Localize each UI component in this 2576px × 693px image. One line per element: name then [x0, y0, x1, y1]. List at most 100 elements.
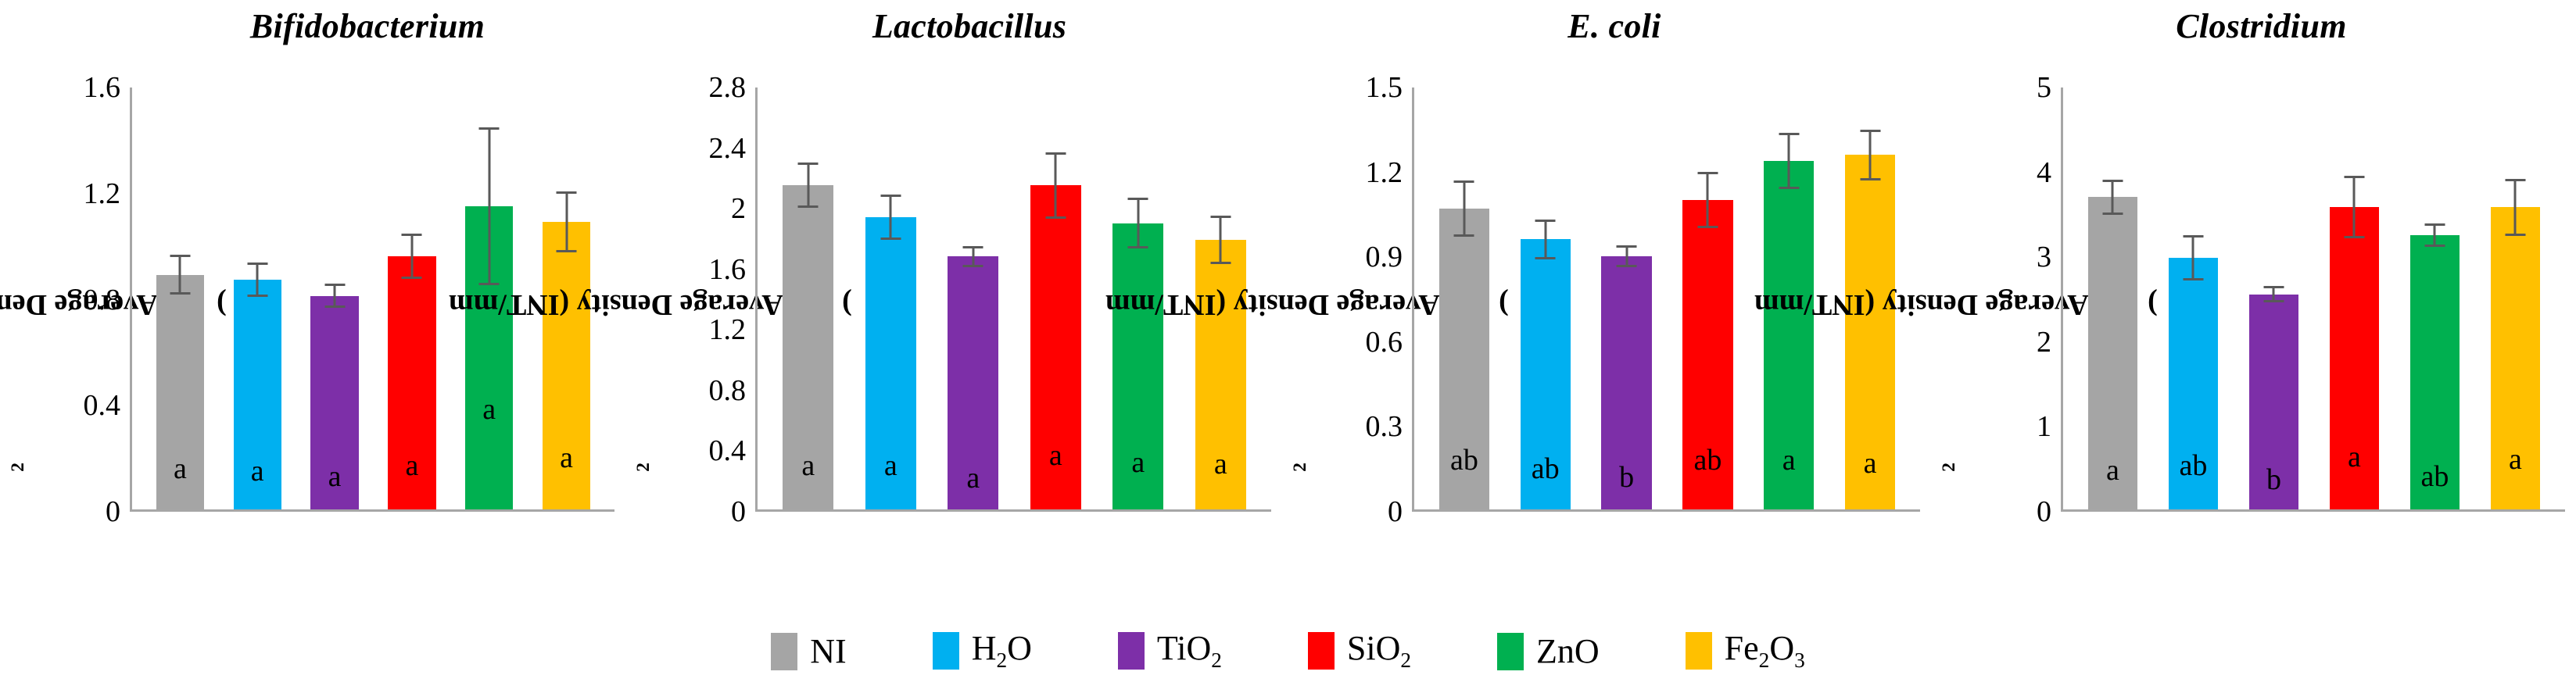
- significance-label: b: [2266, 463, 2281, 497]
- bar-ni[interactable]: a: [156, 255, 205, 509]
- y-axis-ticks: 0 1 2 3 4 5: [1976, 73, 2061, 527]
- error-bar: [565, 191, 568, 252]
- bar-ni[interactable]: ab: [1438, 180, 1490, 509]
- legend-item-h2o[interactable]: H2O: [932, 630, 1032, 671]
- legend-label-ni: NI: [810, 631, 847, 670]
- bar-tio2[interactable]: a: [310, 284, 359, 509]
- significance-label: ab: [1449, 444, 1478, 477]
- bar-sio2[interactable]: a: [1030, 152, 1081, 509]
- significance-label: a: [1213, 448, 1227, 481]
- bar-h2o[interactable]: ab: [1520, 220, 1571, 509]
- bar-column: a: [1015, 88, 1098, 509]
- bar-column: a: [450, 88, 528, 509]
- bar-ni[interactable]: a: [783, 163, 834, 509]
- significance-label: a: [173, 452, 187, 485]
- bar-column: a: [767, 88, 850, 509]
- legend-swatch-zno: [1497, 632, 1524, 670]
- y-axis-tick-label: 1.6: [83, 71, 121, 104]
- bar-h2o[interactable]: a: [865, 194, 916, 509]
- legend-swatch-ni: [771, 632, 798, 670]
- chart-panel-e-coli: E. coli Average Density (INT/mm 2) 0 0.3 0.6 0…: [1105, 0, 1931, 609]
- bar-column: ab: [2153, 88, 2234, 509]
- legend-item-tio2[interactable]: TiO2: [1117, 628, 1222, 672]
- plot-area-wrapper: 0 0.3 0.6 0.9 1.2 1.5 ab ab b ab a a: [1327, 73, 1923, 527]
- error-bar: [1706, 172, 1709, 228]
- legend-item-zno[interactable]: ZnO: [1497, 632, 1600, 670]
- bar-column: a: [1180, 88, 1263, 509]
- bar-column: a: [2475, 88, 2556, 509]
- panel-title: E. coli: [1567, 7, 1661, 45]
- error-bar: [2272, 285, 2275, 303]
- error-bar: [2111, 179, 2114, 216]
- bar-tio2[interactable]: b: [1601, 245, 1652, 509]
- plot-area-wrapper: 0 0.4 0.8 1.2 1.6 2 2.4 2.8 a a a a a a: [671, 73, 1274, 527]
- legend: NI H2O TiO2 SiO2 ZnO Fe2O3: [0, 609, 2576, 693]
- y-axis-tick-label: 2: [2037, 325, 2051, 359]
- legend-label-tio2: TiO2: [1156, 628, 1222, 672]
- error-bar: [2513, 178, 2517, 237]
- bar-zno[interactable]: a: [1112, 197, 1164, 509]
- significance-label: ab: [2420, 459, 2449, 493]
- bar-zno[interactable]: ab: [2409, 223, 2460, 509]
- error-bar: [2352, 176, 2356, 239]
- bar-column: b: [2234, 88, 2314, 509]
- legend-item-fe2o3[interactable]: Fe2O3: [1685, 630, 1805, 671]
- error-bar: [256, 263, 259, 298]
- bar-tio2[interactable]: a: [948, 245, 999, 509]
- bar-h2o[interactable]: ab: [2168, 235, 2219, 509]
- bar-fe2o3[interactable]: a: [1195, 215, 1246, 509]
- error-bar: [1544, 220, 1547, 259]
- y-axis-ticks: 0 0.4 0.8 1.2 1.6: [45, 73, 130, 527]
- significance-label: a: [883, 449, 897, 483]
- y-axis-tick-label: 0.9: [1365, 241, 1403, 274]
- bar-h2o[interactable]: a: [233, 263, 281, 509]
- bar-zno[interactable]: a: [465, 127, 514, 509]
- bar-tio2[interactable]: b: [2248, 285, 2299, 509]
- bar-column: ab: [1505, 88, 1586, 509]
- bar-sio2[interactable]: a: [388, 234, 436, 509]
- legend-swatch-h2o: [932, 632, 959, 670]
- y-axis-tick-label: 3: [2037, 241, 2051, 274]
- error-bar: [1054, 152, 1057, 219]
- error-bar: [1463, 180, 1466, 237]
- plot-area-wrapper: 0 1 2 3 4 5 a ab b a ab a: [1976, 73, 2568, 527]
- significance-label: ab: [1693, 444, 1722, 477]
- y-axis-title-exponent: 2: [8, 463, 29, 472]
- bar-zno[interactable]: a: [1764, 132, 1815, 509]
- plot-area: a ab b a ab a: [2061, 88, 2565, 512]
- bar-group: ab ab b ab a a: [1414, 88, 1920, 509]
- chart-panel-bifidobacterium: Bifidobacterium Average Density (INT/mm2)…: [0, 0, 625, 609]
- legend-item-ni[interactable]: NI: [771, 631, 847, 670]
- y-axis-tick-label: 0.4: [708, 434, 747, 468]
- significance-label: ab: [1531, 452, 1560, 485]
- chart-panel-lactobacillus: Lactobacillus Average Density (INT/mm 2) 0 0…: [449, 0, 1282, 609]
- bar-column: a: [1097, 88, 1180, 509]
- bar-fe2o3[interactable]: a: [1844, 130, 1896, 509]
- bar-fe2o3[interactable]: a: [542, 191, 591, 509]
- significance-label: a: [560, 441, 573, 475]
- significance-label: a: [405, 449, 419, 483]
- bar-column: ab: [2395, 88, 2475, 509]
- legend-item-sio2[interactable]: SiO2: [1307, 630, 1411, 671]
- error-bar: [333, 284, 336, 308]
- y-axis-tick-label: 0.6: [1365, 325, 1403, 359]
- error-bar: [1219, 215, 1222, 264]
- error-bar: [807, 163, 810, 209]
- legend-swatch-fe2o3: [1685, 632, 1712, 670]
- plot-area: ab ab b ab a a: [1412, 88, 1920, 512]
- bar-sio2[interactable]: a: [2329, 176, 2380, 509]
- bar-fe2o3[interactable]: a: [2490, 178, 2541, 509]
- error-bar: [1787, 132, 1790, 189]
- y-axis-ticks: 0 0.4 0.8 1.2 1.6 2 2.4 2.8: [671, 73, 755, 527]
- y-axis-title-exponent: 2: [1939, 463, 1960, 472]
- bar-sio2[interactable]: ab: [1682, 172, 1733, 509]
- bar-ni[interactable]: a: [2087, 179, 2138, 509]
- y-axis-tick-label: 1.2: [1365, 155, 1403, 189]
- significance-label: a: [2348, 441, 2361, 474]
- significance-label: a: [966, 461, 980, 495]
